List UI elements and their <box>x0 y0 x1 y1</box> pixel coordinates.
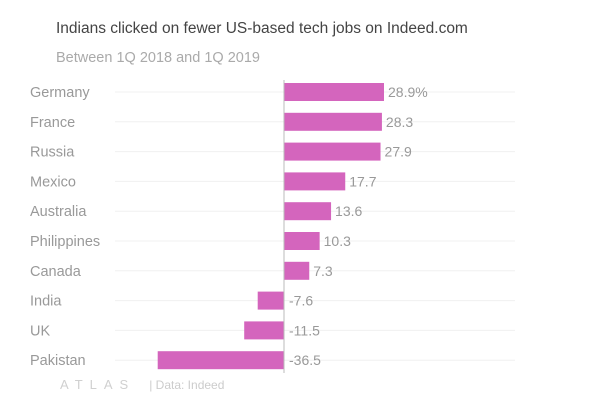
bar <box>284 172 346 191</box>
category-label: Russia <box>30 145 75 161</box>
bar <box>284 202 332 221</box>
data-label: 13.6 <box>335 203 362 219</box>
category-label: India <box>30 294 62 310</box>
chart-subtitle: Between 1Q 2018 and 1Q 2019 <box>56 50 260 66</box>
data-label: 28.9% <box>388 84 428 100</box>
bar <box>284 112 382 131</box>
category-label: France <box>30 115 75 131</box>
footer: ATLAS | Data: Indeed <box>60 377 224 392</box>
atlas-logo: ATLAS <box>60 377 136 392</box>
data-label: -36.5 <box>289 352 321 368</box>
category-label: Pakistan <box>30 353 86 369</box>
bar <box>284 83 384 101</box>
bar <box>284 142 381 161</box>
category-label: Australia <box>30 204 87 220</box>
bar <box>244 321 284 340</box>
bar <box>284 232 320 250</box>
data-label: 7.3 <box>313 263 333 279</box>
bar <box>157 351 284 370</box>
category-label: Mexico <box>30 174 76 190</box>
data-label: 28.3 <box>386 114 413 130</box>
data-label: 27.9 <box>385 144 412 160</box>
category-label: UK <box>30 323 50 339</box>
data-label: 10.3 <box>324 233 351 249</box>
chart-title: Indians clicked on fewer US-based tech j… <box>56 20 468 37</box>
data-label: 17.7 <box>349 173 376 189</box>
category-label: Germany <box>30 85 90 101</box>
category-label: Philippines <box>30 234 100 250</box>
source-note: | Data: Indeed <box>149 378 225 392</box>
category-label: Canada <box>30 264 82 280</box>
bar <box>257 291 284 310</box>
data-label: -7.6 <box>289 293 313 309</box>
bar <box>284 261 310 280</box>
data-label: -11.5 <box>289 322 320 338</box>
